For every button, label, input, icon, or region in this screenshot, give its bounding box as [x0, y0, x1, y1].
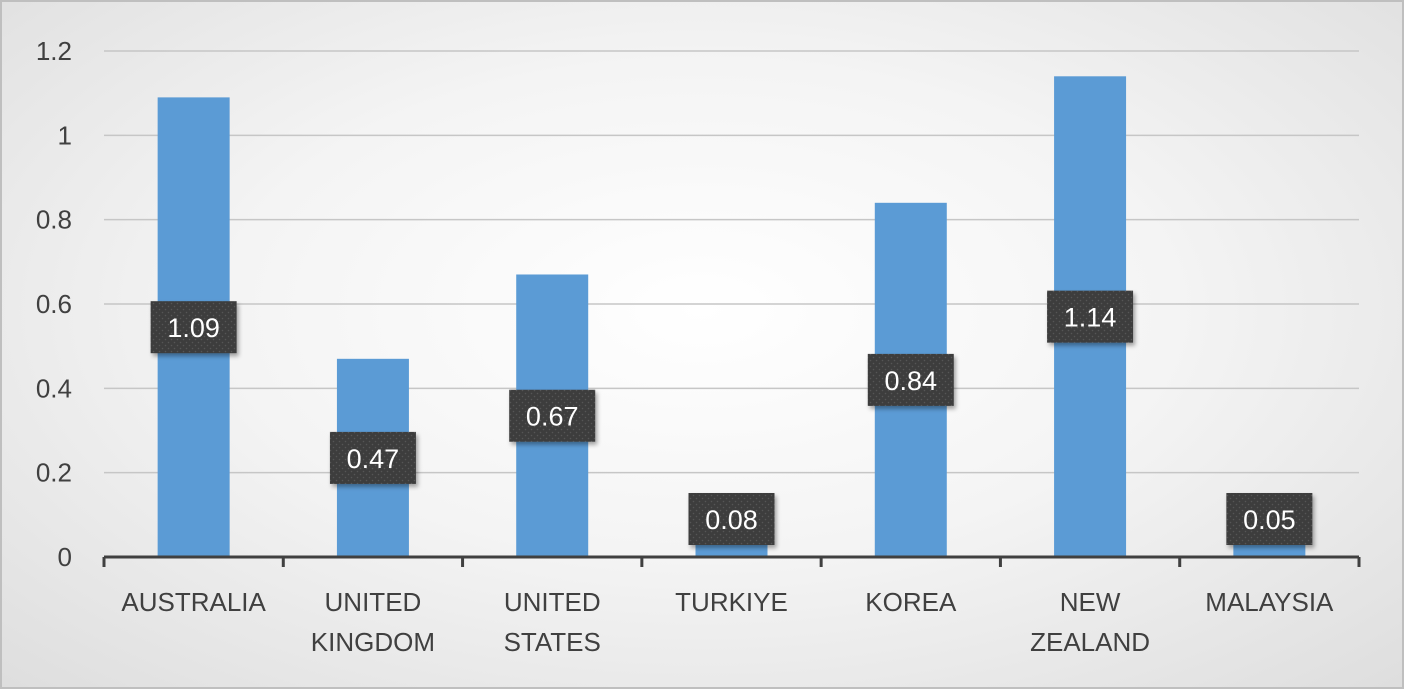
y-tick-label: 0.2: [36, 458, 72, 488]
y-tick-label: 1: [58, 120, 72, 150]
data-label: 0.05: [1243, 505, 1296, 535]
data-label: 0.47: [347, 444, 400, 474]
y-tick-label: 1.2: [36, 36, 72, 66]
x-category-label: UNITED KINGDOM: [311, 587, 435, 657]
y-tick-label: 0.8: [36, 205, 72, 235]
y-tick-label: 0.6: [36, 289, 72, 319]
data-label-box: [688, 493, 775, 545]
x-category-label: UNITED STATES: [504, 587, 601, 657]
data-label-box: [867, 353, 954, 406]
data-label-box: [1226, 493, 1313, 545]
x-category-label: KOREA: [865, 587, 957, 617]
y-tick-label: 0: [58, 542, 72, 572]
data-label-box: [329, 431, 416, 484]
bars: [157, 76, 1306, 558]
gridlines: [104, 50, 1359, 474]
x-category-label: AUSTRALIA: [121, 587, 266, 617]
data-labels: 1.09 0.47 0.67 0.08 0.84 1.14 0.05: [150, 290, 1313, 545]
data-label-box: [1047, 290, 1134, 343]
data-label: 0.08: [705, 505, 758, 535]
x-category-label: TURKIYE: [675, 587, 788, 617]
x-axis-category-labels: AUSTRALIA UNITED KINGDOM UNITED STATES TURKIY…: [121, 587, 1334, 657]
data-label: 1.09: [167, 313, 220, 343]
data-label-box: [509, 389, 596, 442]
data-label-box: [150, 301, 237, 354]
data-label: 0.84: [885, 366, 938, 396]
x-axis: [102, 555, 1361, 567]
x-category-label: NEW ZEALAND: [1030, 587, 1150, 657]
data-label: 0.67: [526, 402, 579, 432]
x-category-label: MALAYSIA: [1205, 587, 1334, 617]
y-axis-tick-labels: 0 0.2 0.4 0.6 0.8 1 1.2: [36, 36, 72, 572]
data-label: 1.14: [1064, 303, 1117, 333]
y-tick-label: 0.4: [36, 373, 72, 403]
